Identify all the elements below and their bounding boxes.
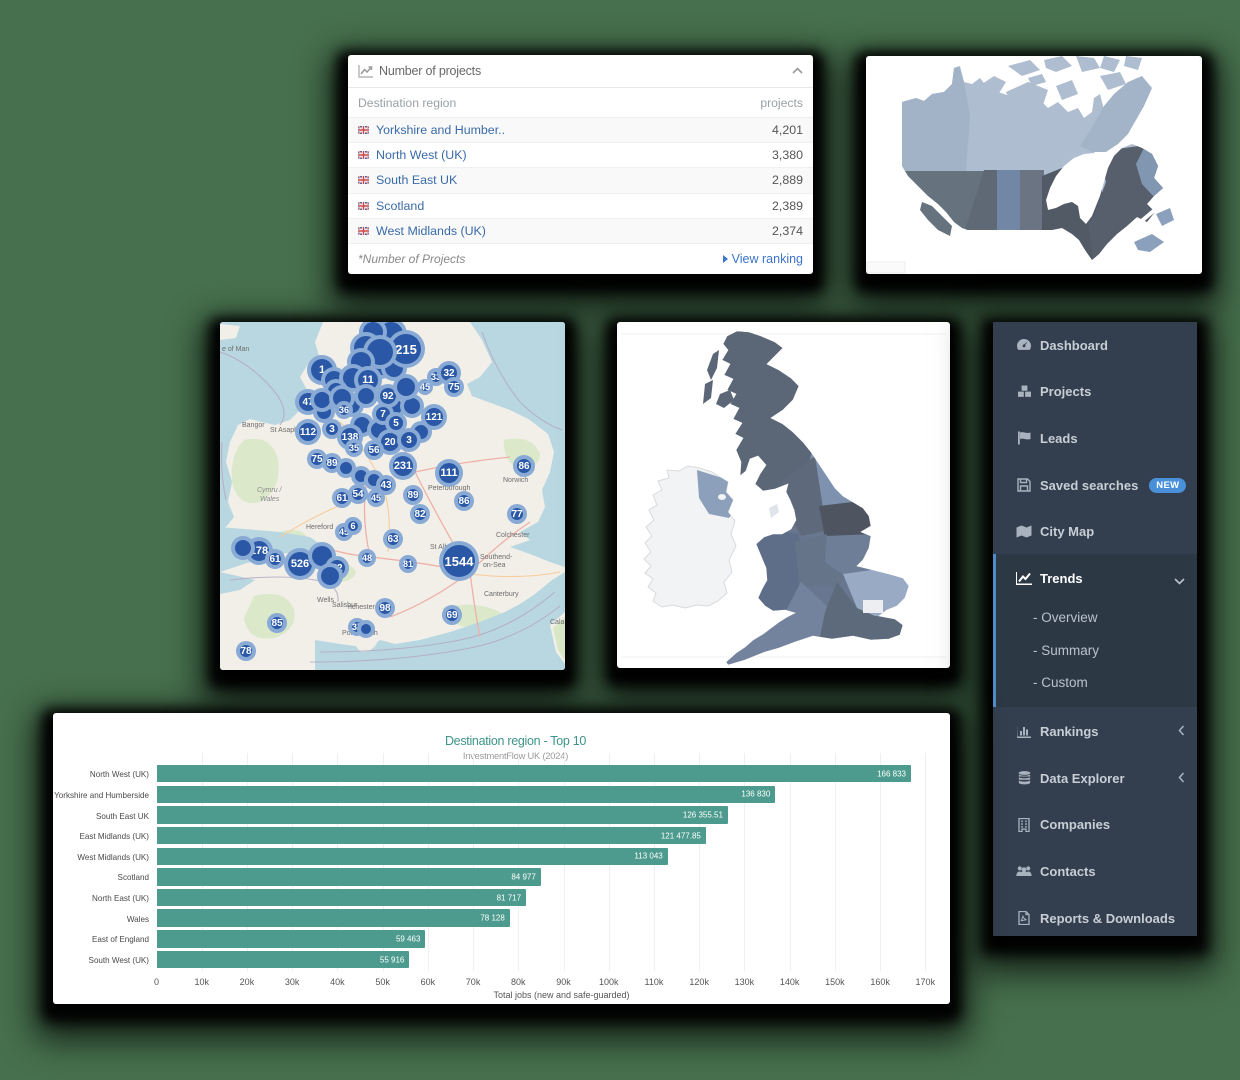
svg-text:Cymru /: Cymru /: [257, 487, 283, 494]
svg-text:Southend-: Southend-: [480, 554, 513, 561]
svg-text:St Alba: St Alba: [430, 544, 452, 551]
svg-text:on-Sea: on-Sea: [483, 562, 506, 569]
svg-text:Canterbury: Canterbury: [484, 591, 519, 598]
svg-text:Peterborough: Peterborough: [428, 485, 471, 492]
svg-text:Hereford: Hereford: [306, 524, 333, 531]
svg-text:nchester: nchester: [348, 604, 376, 611]
svg-text:Salisbur: Salisbur: [332, 602, 358, 609]
svg-text:Wells: Wells: [317, 597, 334, 604]
svg-text:Colchester: Colchester: [496, 532, 530, 539]
svg-text:e of Man: e of Man: [222, 346, 249, 353]
svg-text:Cala: Cala: [550, 619, 565, 626]
svg-text:St Asaph: St Asaph: [270, 427, 298, 434]
svg-text:Norwich: Norwich: [503, 477, 528, 484]
svg-text:Wales: Wales: [260, 496, 280, 503]
svg-text:Bangor: Bangor: [242, 422, 265, 429]
